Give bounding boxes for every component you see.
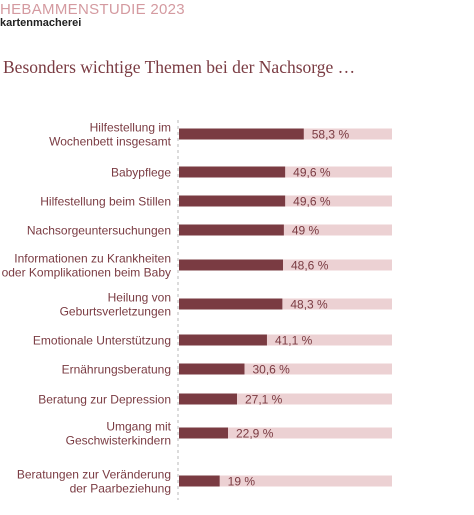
- bar-track: [179, 298, 392, 310]
- chart-title: Besonders wichtige Themen bei der Nachso…: [3, 57, 356, 77]
- value-label: 49,6 %: [293, 166, 331, 180]
- category-label: oder Komplikationen beim Baby: [2, 266, 171, 280]
- category-label: Babypflege: [111, 166, 171, 180]
- value-label: 41,1 %: [275, 334, 313, 348]
- value-label: 48,6 %: [291, 259, 329, 273]
- category-label: Ernährungsberatung: [62, 363, 171, 377]
- category-label: Hilfestellung im: [90, 121, 171, 135]
- bar-track: [179, 427, 392, 439]
- category-label: Geburtsverletzungen: [60, 305, 171, 319]
- value-label: 49 %: [292, 224, 320, 238]
- value-label: 27,1 %: [245, 393, 283, 407]
- study-eyebrow: HEBAMMENSTUDIE 2023: [0, 1, 185, 18]
- category-label: Umgang mit: [106, 420, 171, 434]
- bar-track: [179, 224, 392, 236]
- value-label: 22,9 %: [236, 427, 274, 441]
- bar: [179, 334, 267, 346]
- bar-track: [179, 475, 392, 487]
- bar: [179, 475, 220, 487]
- bar: [179, 363, 245, 375]
- bar-track: [179, 363, 392, 375]
- brand-name: kartenmacherei: [0, 17, 82, 29]
- category-label: Hilfestellung beim Stillen: [40, 195, 171, 209]
- bar: [179, 393, 237, 405]
- category-label: Beratung zur Depression: [38, 393, 171, 407]
- category-label: der Paarbeziehung: [70, 482, 171, 496]
- bar-track: [179, 259, 392, 271]
- category-label: Geschwisterkindern: [66, 434, 171, 448]
- bar-track: [179, 195, 392, 207]
- category-label: Wochenbett insgesamt: [49, 135, 172, 149]
- value-label: 58,3 %: [312, 128, 350, 142]
- bar-track: [179, 334, 392, 346]
- value-label: 19 %: [228, 475, 256, 489]
- category-label: Heilung von: [108, 291, 171, 305]
- bar-track: [179, 393, 392, 405]
- bar: [179, 427, 229, 439]
- category-label: Informationen zu Krankheiten: [14, 252, 171, 266]
- category-label: Emotionale Unterstützung: [33, 334, 171, 348]
- bar: [179, 195, 286, 207]
- bar: [179, 224, 284, 236]
- bar: [179, 259, 284, 271]
- value-label: 30,6 %: [252, 363, 290, 377]
- value-label: 48,3 %: [290, 298, 328, 312]
- bar: [179, 166, 286, 178]
- bar: [179, 128, 304, 140]
- category-label: Nachsorgeuntersuchungen: [27, 224, 171, 238]
- bar: [179, 298, 283, 310]
- bar-track: [179, 166, 392, 178]
- category-label: Beratungen zur Veränderung: [17, 468, 171, 482]
- value-label: 49,6 %: [293, 195, 331, 209]
